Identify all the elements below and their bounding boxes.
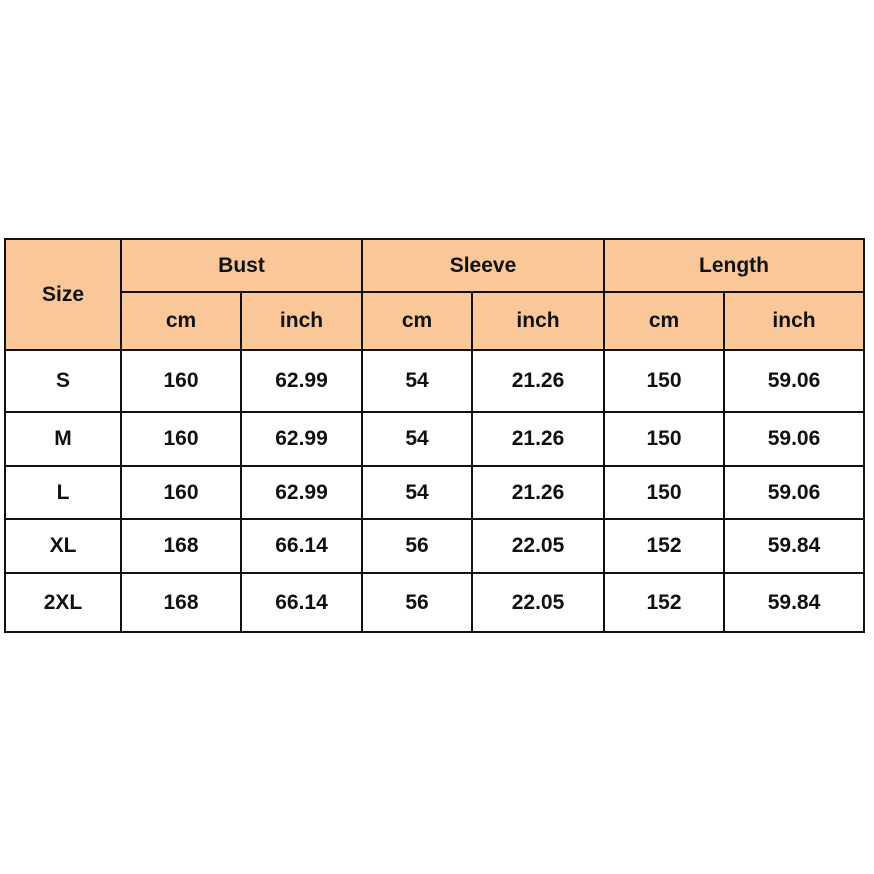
- value-cell: 160: [120, 411, 242, 467]
- value-cell: 66.14: [240, 572, 363, 633]
- value-cell: 160: [120, 349, 242, 413]
- unit-header: inch: [240, 291, 363, 351]
- value-cell: 56: [361, 518, 473, 574]
- value-cell: 59.06: [723, 349, 865, 413]
- value-cell: 56: [361, 572, 473, 633]
- value-cell: 59.06: [723, 411, 865, 467]
- value-cell: 150: [603, 465, 725, 520]
- value-cell: 59.84: [723, 572, 865, 633]
- value-cell: 59.06: [723, 465, 865, 520]
- size-cell: L: [4, 465, 122, 520]
- unit-header: inch: [471, 291, 605, 351]
- size-cell: XL: [4, 518, 122, 574]
- value-cell: 160: [120, 465, 242, 520]
- value-cell: 168: [120, 572, 242, 633]
- table-row: L 160 62.99 54 21.26 150 59.06: [4, 465, 865, 520]
- value-cell: 21.26: [471, 411, 605, 467]
- unit-header: cm: [120, 291, 242, 351]
- value-cell: 168: [120, 518, 242, 574]
- value-cell: 54: [361, 349, 473, 413]
- value-cell: 22.05: [471, 518, 605, 574]
- length-header: Length: [603, 238, 865, 293]
- value-cell: 62.99: [240, 349, 363, 413]
- size-header: Size: [4, 238, 122, 351]
- value-cell: 62.99: [240, 465, 363, 520]
- value-cell: 21.26: [471, 465, 605, 520]
- header-unit-row: cm inch cm inch cm inch: [5, 291, 865, 351]
- size-cell: M: [4, 411, 122, 467]
- table-row: XL 168 66.14 56 22.05 152 59.84: [4, 518, 865, 574]
- unit-header: cm: [603, 291, 725, 351]
- header-group-row: Size Bust Sleeve Length: [4, 238, 865, 351]
- table-row: 2XL 168 66.14 56 22.05 152 59.84: [4, 572, 865, 633]
- value-cell: 22.05: [471, 572, 605, 633]
- size-chart-table: Size Bust Sleeve Length cm inch cm inch …: [4, 238, 865, 633]
- value-cell: 150: [603, 411, 725, 467]
- unit-header: inch: [723, 291, 865, 351]
- table-row: M 160 62.99 54 21.26 150 59.06: [4, 411, 865, 467]
- bust-header: Bust: [120, 238, 363, 293]
- value-cell: 54: [361, 411, 473, 467]
- value-cell: 21.26: [471, 349, 605, 413]
- table-row: S 160 62.99 54 21.26 150 59.06: [4, 349, 865, 413]
- value-cell: 152: [603, 572, 725, 633]
- value-cell: 150: [603, 349, 725, 413]
- value-cell: 59.84: [723, 518, 865, 574]
- size-cell: S: [4, 349, 122, 413]
- value-cell: 66.14: [240, 518, 363, 574]
- sleeve-header: Sleeve: [361, 238, 605, 293]
- value-cell: 62.99: [240, 411, 363, 467]
- size-cell: 2XL: [4, 572, 122, 633]
- unit-header: cm: [361, 291, 473, 351]
- value-cell: 152: [603, 518, 725, 574]
- value-cell: 54: [361, 465, 473, 520]
